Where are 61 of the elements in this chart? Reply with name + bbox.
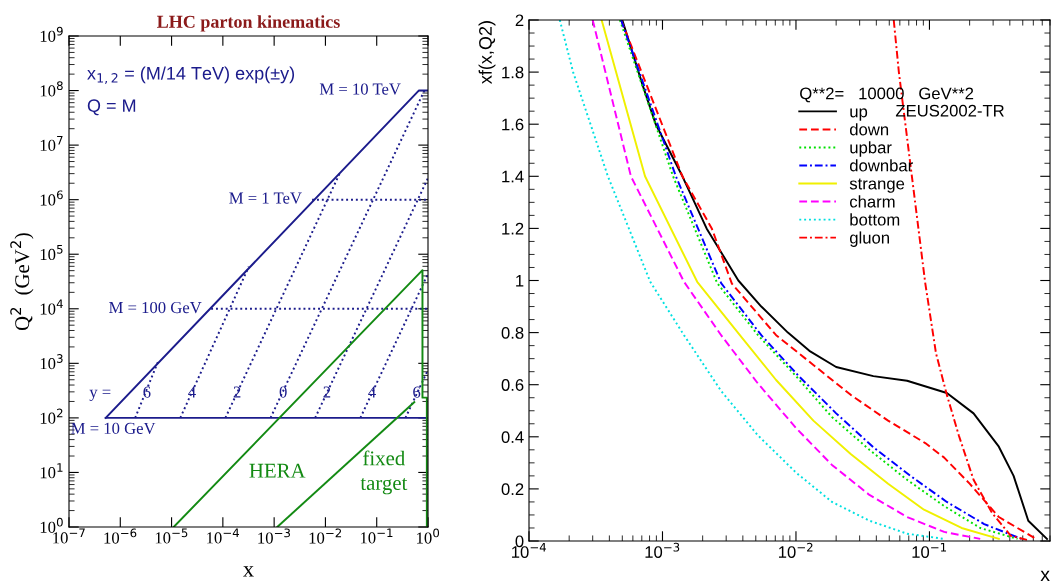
annotation: ZEUS2002-TR [895, 104, 1004, 117]
legend-label: upbar [850, 141, 892, 157]
legend-title: Q**2= 10000 GeV**2 [800, 87, 974, 103]
y-tick-label: 1 [516, 275, 524, 287]
y-axis-title: Q$^{2}$ (GeV$^{2}$) [10, 233, 34, 331]
y-tick-label: 10$^{8}$ [40, 81, 63, 97]
annotation: Q = M [87, 99, 136, 116]
y-tick-label: 10$^{2}$ [40, 408, 63, 424]
annotation: 2 [323, 386, 331, 398]
y-tick-label: 10$^{0}$ [40, 517, 63, 533]
x-axis-title: x [243, 566, 254, 577]
x-tick-label: 10$^{−3}$ [258, 528, 290, 544]
annotation: M = 100 GeV [109, 301, 202, 314]
annotation: 4 [188, 386, 196, 398]
legend-label: charm [850, 195, 895, 208]
annotation: 6 [143, 386, 151, 398]
annotation: M = 10 TeV [319, 83, 401, 95]
legend-label: down [849, 123, 889, 136]
x-tick-label: 10$^{0}$ [417, 528, 440, 544]
y-tick-label: 10$^{1}$ [40, 463, 63, 479]
y-tick-label: 1.2 [502, 222, 524, 235]
legend-label: downbar [849, 159, 913, 172]
y-tick-label: 10$^{7}$ [40, 135, 63, 151]
annotation: 2 [233, 386, 241, 398]
y-tick-label: 0.4 [501, 431, 524, 443]
x-tick-label: 10$^{−1}$ [360, 528, 393, 544]
chart-title: LHC parton kinematics [157, 15, 340, 32]
legend-label: strange [849, 178, 905, 193]
x-tick-label: 10$^{−4}$ [207, 528, 239, 544]
annotation: 0 [279, 386, 287, 398]
annotation: x$_{1,2}$ = (M/14 TeV) exp(±y) [87, 66, 295, 84]
y-axis-title: xf(x,Q2) [478, 21, 496, 84]
y-tick-label: 1.8 [502, 66, 524, 79]
annotation: 4 [368, 386, 376, 398]
annotation: M = 10 GeV [71, 422, 156, 435]
x-tick-label: 10$^{−3}$ [645, 542, 680, 558]
y-tick-label: 10$^{6}$ [40, 190, 63, 206]
legend-label: gluon [849, 231, 889, 247]
annotation: M = 1 TeV [229, 192, 302, 204]
x-tick-label: 10$^{−1}$ [912, 542, 947, 558]
x-axis-title: x [1040, 570, 1050, 582]
y-tick-label: 10$^{3}$ [40, 354, 63, 370]
annotation: y = [89, 389, 111, 402]
y-tick-label: 0.6 [501, 379, 524, 391]
x-tick-label: 10$^{−2}$ [778, 542, 813, 558]
x-tick-label: 10$^{−6}$ [104, 528, 137, 544]
y-tick-label: 0.2 [501, 483, 524, 496]
y-tick-label: 10$^{4}$ [40, 299, 63, 315]
legend-label: up [850, 108, 868, 121]
y-tick-label: 10$^{9}$ [40, 26, 63, 42]
x-tick-label: 10$^{−2}$ [309, 528, 342, 544]
x-tick-label: 10$^{−5}$ [155, 528, 188, 544]
y-tick-label: 1.6 [502, 118, 524, 131]
y-tick-label: 0.8 [501, 327, 524, 339]
y-tick-label: 1.4 [502, 170, 524, 183]
annotation: HERA [249, 463, 306, 478]
y-tick-label: 10$^{5}$ [40, 245, 63, 261]
annotation: 6 [413, 386, 421, 398]
annotation: fixed target [360, 450, 408, 495]
legend-label: bottom [850, 213, 900, 226]
y-tick-label: 2 [515, 14, 524, 27]
